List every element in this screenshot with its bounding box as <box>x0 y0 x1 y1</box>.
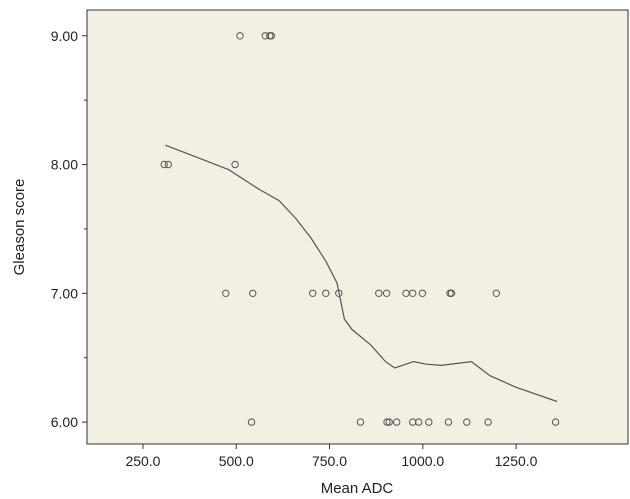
x-tick-label: 750.0 <box>312 453 347 469</box>
data-point <box>382 289 391 297</box>
data-point <box>415 418 423 426</box>
fit-line <box>165 144 558 403</box>
x-tick-label: 1000.0 <box>401 453 444 469</box>
x-axis-title: Mean ADC <box>321 480 394 497</box>
data-point <box>267 32 275 40</box>
data-point <box>425 418 433 426</box>
data-point <box>375 289 383 297</box>
y-tick-label: 6.00 <box>51 414 78 430</box>
x-tick-label: 250.0 <box>125 453 160 469</box>
data-point <box>335 289 343 297</box>
data-point <box>309 289 317 297</box>
data-point <box>484 418 492 426</box>
data-point <box>418 289 427 297</box>
data-point <box>393 418 401 426</box>
data-point <box>385 418 393 426</box>
data-point <box>492 289 500 297</box>
data-point <box>444 418 453 426</box>
data-point <box>222 289 230 297</box>
y-tick-label: 7.00 <box>51 285 78 301</box>
y-tick-label: 8.00 <box>51 157 78 173</box>
data-point <box>551 418 560 426</box>
plot-area <box>86 9 629 445</box>
data-point <box>231 160 239 169</box>
data-point <box>356 418 365 426</box>
data-point <box>463 418 471 426</box>
x-tick-label: 1250.0 <box>495 453 538 469</box>
data-point <box>247 418 256 426</box>
data-point <box>447 289 456 297</box>
chart-axes: 250.0 500.0 750.0 1000.0 1250.0 6.00 7.00 8.00 9… <box>51 28 538 469</box>
data-point <box>409 289 417 297</box>
chart-marks <box>160 32 560 426</box>
data-point <box>160 160 168 169</box>
data-point <box>249 289 257 297</box>
y-tick-label: 9.00 <box>51 28 78 44</box>
data-point <box>383 418 391 426</box>
data-point <box>322 289 330 297</box>
y-axis-title: Gleason score <box>11 179 28 276</box>
x-tick-label: 500.0 <box>219 453 254 469</box>
data-point <box>164 160 173 169</box>
data-point <box>236 32 244 40</box>
